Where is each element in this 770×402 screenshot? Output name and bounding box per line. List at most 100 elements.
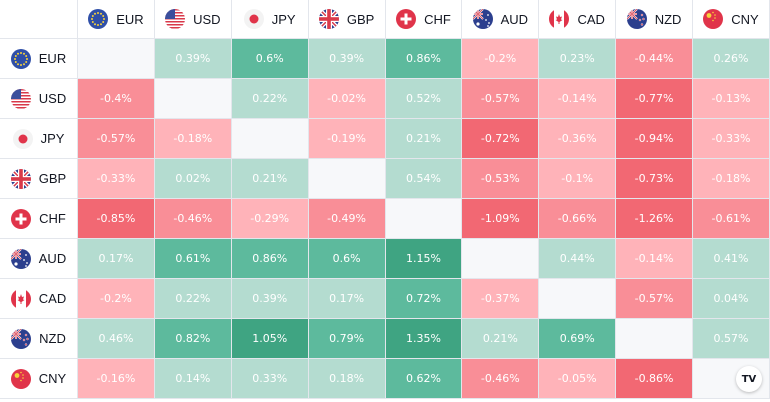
heatmap-cell[interactable]: 0.62% bbox=[385, 358, 463, 399]
heatmap-cell[interactable]: 0.23% bbox=[538, 38, 617, 79]
heatmap-cell[interactable]: 0.86% bbox=[231, 238, 309, 279]
heatmap-cell[interactable]: -0.72% bbox=[461, 118, 540, 159]
heatmap-cell[interactable]: -0.49% bbox=[308, 198, 386, 239]
row-header-chf[interactable]: CHF bbox=[0, 198, 78, 239]
row-header-nzd[interactable]: NZD bbox=[0, 318, 78, 359]
heatmap-cell[interactable]: -0.2% bbox=[77, 278, 155, 319]
heatmap-cell[interactable]: 0.61% bbox=[154, 238, 232, 279]
heatmap-cell[interactable]: 0.21% bbox=[461, 318, 540, 359]
heatmap-cell[interactable]: 0.54% bbox=[385, 158, 463, 199]
heatmap-cell[interactable]: 0.69% bbox=[538, 318, 617, 359]
heatmap-cell[interactable]: -0.46% bbox=[461, 358, 540, 399]
heatmap-cell[interactable]: -0.33% bbox=[692, 118, 770, 159]
currency-code: CNY bbox=[38, 371, 67, 386]
heatmap-cell[interactable]: 0.22% bbox=[154, 278, 232, 319]
heatmap-cell[interactable]: 0.39% bbox=[154, 38, 232, 79]
heatmap-cell[interactable]: 0.44% bbox=[538, 238, 617, 279]
row-header-content: GBP bbox=[0, 168, 77, 189]
heatmap-cell[interactable]: 0.41% bbox=[692, 238, 770, 279]
heatmap-cell[interactable]: -0.4% bbox=[77, 78, 155, 119]
row-header-gbp[interactable]: GBP bbox=[0, 158, 78, 199]
heatmap-cell[interactable]: 0.86% bbox=[385, 38, 463, 79]
heatmap-cell[interactable]: -0.46% bbox=[154, 198, 232, 239]
heatmap-cell[interactable]: 0.57% bbox=[692, 318, 770, 359]
heatmap-cell[interactable]: -1.26% bbox=[615, 198, 693, 239]
heatmap-cell[interactable]: -0.05% bbox=[538, 358, 617, 399]
heatmap-cell[interactable]: -0.86% bbox=[615, 358, 693, 399]
heatmap-cell[interactable]: -0.16% bbox=[77, 358, 155, 399]
heatmap-cell[interactable]: 1.05% bbox=[231, 318, 309, 359]
heatmap-cell[interactable]: -0.61% bbox=[692, 198, 770, 239]
heatmap-cell[interactable]: -0.36% bbox=[538, 118, 617, 159]
heatmap-cell[interactable]: -0.57% bbox=[461, 78, 540, 119]
heatmap-cell[interactable]: -0.1% bbox=[538, 158, 617, 199]
tradingview-logo[interactable]: TV bbox=[736, 366, 762, 392]
heatmap-cell[interactable]: 0.02% bbox=[154, 158, 232, 199]
heatmap-cell[interactable]: -0.57% bbox=[615, 278, 693, 319]
heatmap-cell[interactable]: -0.94% bbox=[615, 118, 693, 159]
heatmap-cell[interactable]: -0.85% bbox=[77, 198, 155, 239]
heatmap-cell[interactable]: -0.37% bbox=[461, 278, 540, 319]
heatmap-cell[interactable]: -0.19% bbox=[308, 118, 386, 159]
column-header-content: CAD bbox=[539, 9, 615, 29]
eu-flag-icon bbox=[88, 9, 109, 29]
column-header-cad[interactable]: CAD bbox=[538, 0, 617, 39]
heatmap-cell[interactable]: 0.79% bbox=[308, 318, 386, 359]
heatmap-cell[interactable]: 0.33% bbox=[231, 358, 309, 399]
heatmap-cell[interactable]: 0.6% bbox=[308, 238, 386, 279]
heatmap-row-nzd: NZD 0.46% 0.82% 1.05% 0.79% 1.35% 0.21% 0.69% 0.… bbox=[0, 318, 770, 359]
heatmap-cell[interactable]: -0.02% bbox=[308, 78, 386, 119]
heatmap-cell[interactable]: 0.21% bbox=[385, 118, 463, 159]
heatmap-cell[interactable]: -0.14% bbox=[538, 78, 617, 119]
column-header-jpy[interactable]: JPY bbox=[231, 0, 309, 39]
column-header-chf[interactable]: CHF bbox=[385, 0, 463, 39]
heatmap-cell[interactable]: -0.33% bbox=[77, 158, 155, 199]
column-header-usd[interactable]: USD bbox=[154, 0, 232, 39]
column-header-aud[interactable]: AUD bbox=[461, 0, 540, 39]
heatmap-cell[interactable]: 0.17% bbox=[77, 238, 155, 279]
heatmap-cell[interactable]: -0.2% bbox=[461, 38, 540, 79]
heatmap-cell[interactable]: 0.72% bbox=[385, 278, 463, 319]
column-header-content: AUD bbox=[462, 9, 538, 29]
heatmap-cell[interactable]: 0.39% bbox=[231, 278, 309, 319]
row-header-aud[interactable]: AUD bbox=[0, 238, 78, 279]
heatmap-cell[interactable]: 0.04% bbox=[692, 278, 770, 319]
row-header-cny[interactable]: CNY bbox=[0, 358, 78, 399]
heatmap-cell[interactable]: 0.21% bbox=[231, 158, 309, 199]
column-header-nzd[interactable]: NZD bbox=[615, 0, 693, 39]
column-header-content: USD bbox=[155, 9, 231, 29]
heatmap-cell[interactable]: 0.82% bbox=[154, 318, 232, 359]
row-header-usd[interactable]: USD bbox=[0, 78, 78, 119]
heatmap-cell[interactable]: -0.66% bbox=[538, 198, 617, 239]
heatmap-cell[interactable]: -0.73% bbox=[615, 158, 693, 199]
column-header-cny[interactable]: CNY bbox=[692, 0, 770, 39]
heatmap-cell[interactable]: -0.18% bbox=[154, 118, 232, 159]
heatmap-cell[interactable]: -0.44% bbox=[615, 38, 693, 79]
row-header-cad[interactable]: CAD bbox=[0, 278, 78, 319]
heatmap-cell[interactable]: -0.77% bbox=[615, 78, 693, 119]
heatmap-cell[interactable]: 0.22% bbox=[231, 78, 309, 119]
heatmap-row-usd: USD -0.4% 0.22% -0.02% 0.52% -0.57% -0.14% -0.7… bbox=[0, 78, 770, 119]
heatmap-cell[interactable]: -0.53% bbox=[461, 158, 540, 199]
heatmap-cell[interactable]: 0.46% bbox=[77, 318, 155, 359]
heatmap-cell[interactable]: 0.17% bbox=[308, 278, 386, 319]
column-header-gbp[interactable]: GBP bbox=[308, 0, 386, 39]
heatmap-cell[interactable]: 1.15% bbox=[385, 238, 463, 279]
heatmap-cell[interactable]: -1.09% bbox=[461, 198, 540, 239]
row-header-eur[interactable]: EUR bbox=[0, 38, 78, 79]
heatmap-cell[interactable]: 0.6% bbox=[231, 38, 309, 79]
heatmap-cell[interactable]: 0.14% bbox=[154, 358, 232, 399]
heatmap-cell[interactable]: -0.57% bbox=[77, 118, 155, 159]
row-header-jpy[interactable]: JPY bbox=[0, 118, 78, 159]
heatmap-cell[interactable]: 0.39% bbox=[308, 38, 386, 79]
column-header-eur[interactable]: EUR bbox=[77, 0, 155, 39]
column-header-content: CNY bbox=[693, 9, 769, 29]
heatmap-cell[interactable]: -0.14% bbox=[615, 238, 693, 279]
heatmap-cell[interactable]: 0.52% bbox=[385, 78, 463, 119]
heatmap-cell[interactable]: -0.13% bbox=[692, 78, 770, 119]
heatmap-cell[interactable]: 1.35% bbox=[385, 318, 463, 359]
heatmap-cell[interactable]: -0.18% bbox=[692, 158, 770, 199]
heatmap-cell[interactable]: 0.26% bbox=[692, 38, 770, 79]
heatmap-cell[interactable]: 0.18% bbox=[308, 358, 386, 399]
heatmap-cell[interactable]: -0.29% bbox=[231, 198, 309, 239]
